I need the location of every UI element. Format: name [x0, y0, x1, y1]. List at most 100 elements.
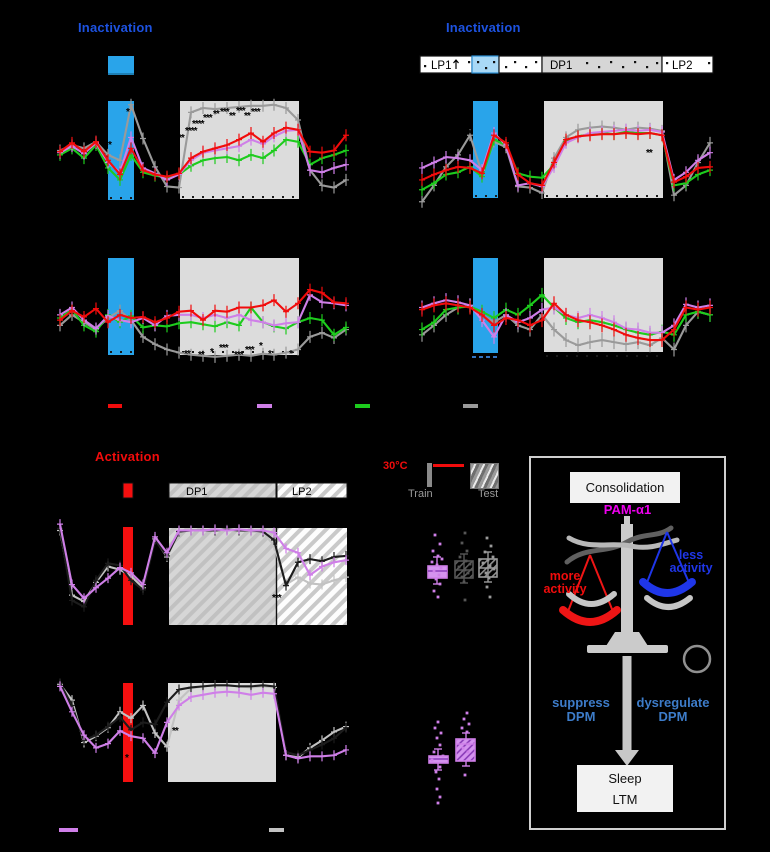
dark-box-data-point	[468, 562, 472, 566]
right-pan-blue	[639, 578, 696, 597]
gray-box-data-point	[485, 585, 489, 589]
violet-box-flat-data-point	[438, 743, 442, 747]
inactivation-right-top-blue-bar	[473, 101, 498, 198]
inactivation-left-top-significance-marker: **	[229, 111, 236, 122]
consolidation-box: Consolidation	[570, 472, 680, 503]
inactivation-left-bottom-blue-bar	[108, 258, 134, 355]
heat-period-line	[433, 464, 464, 467]
activation-top-significance-marker: ***	[272, 593, 282, 604]
violet-box-data-point	[430, 560, 434, 564]
activation-top-shaded-region	[169, 528, 276, 625]
inactivation-left-bottom-significance-marker: ***	[234, 350, 244, 361]
scale-beam-light	[566, 535, 680, 550]
violet-box-data-point	[432, 569, 436, 573]
less-activity-label: less activity	[669, 548, 713, 575]
violet-box-data-point	[436, 595, 440, 599]
inactivation-right-top-significance-marker: *	[468, 129, 472, 140]
gray-box-data-point	[488, 595, 492, 599]
violet-box-hatched-data-point	[465, 711, 469, 715]
gray-box-data-point	[489, 544, 493, 548]
right-pan-strings	[645, 531, 691, 586]
timeline-dot	[525, 66, 528, 69]
inactivation-window-key	[108, 56, 134, 75]
down-arrow-shaft	[622, 656, 632, 752]
inactivation-left-top-significance-marker: ****	[185, 126, 198, 137]
timeline-dot	[493, 61, 496, 64]
dark-box-data-point	[463, 568, 467, 572]
left-pan-gray	[566, 591, 617, 607]
training-time-arrow	[453, 59, 459, 69]
timeline-dot	[424, 65, 427, 68]
gray-box-data-point	[481, 561, 485, 565]
inactivation-left-bottom-significance-marker: *	[268, 349, 272, 360]
inactivation-left-top-significance-marker: **	[178, 133, 185, 144]
activation-top-violet-trace	[58, 523, 347, 600]
violet-box-flat-data-point	[438, 795, 442, 799]
timeline-dot	[505, 66, 508, 69]
legend-swatch-green	[355, 404, 370, 408]
legend-swatch-gray	[463, 404, 478, 408]
test-label: Test	[478, 488, 499, 500]
violet-box-data-point	[439, 566, 443, 570]
violet-box-data-point	[440, 557, 444, 561]
violet-box-flat-data-point	[437, 777, 441, 781]
inactivation-left-top-significance-marker: ***	[236, 106, 246, 117]
inactivation-left-bottom-significance-marker: *	[210, 347, 214, 358]
inactivation-left-bottom-significance-marker: ***	[219, 343, 229, 354]
scale-base-neck	[606, 632, 648, 646]
scale-base-plate	[587, 645, 668, 653]
violet-box-hatched-data-point	[460, 726, 464, 730]
violet-box-data-point	[436, 554, 440, 558]
inactivation-right-top-red-trace	[421, 132, 711, 187]
violet-box-hatched-data-point	[461, 746, 465, 750]
violet-box-flat-data-point	[439, 731, 443, 735]
timeline-dot	[598, 66, 601, 69]
inactivation-left-bottom-red-trace	[59, 288, 347, 324]
activation-bottom-significance-marker: **	[172, 726, 179, 737]
gray-box-data-point	[485, 536, 489, 540]
violet-box	[427, 565, 448, 579]
legend-swatch-red	[108, 404, 122, 408]
gray-box-data-point	[484, 571, 488, 575]
pam-alpha1-label: PAM-α1	[603, 502, 652, 517]
dark-box-data-point	[458, 555, 462, 559]
timeline-dot	[610, 61, 613, 64]
violet-box-data-point	[432, 589, 436, 593]
inactivation-left-top-red-trace	[59, 126, 347, 178]
inactivation-label-right: Inactivation	[446, 20, 521, 35]
temperature-label: 30°C	[383, 460, 408, 472]
inactivation-left-top-significance-marker: ***	[220, 107, 230, 118]
dark-box-data-point	[465, 549, 469, 553]
violet-box-flat-data-point	[436, 801, 440, 805]
activation-label: Activation	[95, 449, 160, 464]
dysregulate-dpm-label: dysregulate DPM	[636, 695, 710, 724]
timeline-dot	[535, 61, 538, 64]
timeline-dot	[468, 61, 471, 64]
activation-top-shaded-region	[277, 528, 347, 625]
inactivation-left-top-significance-marker: ***	[251, 107, 261, 118]
violet-box-data-point	[438, 582, 442, 586]
timeline-dot	[656, 62, 659, 65]
train-tick-bar	[427, 463, 432, 487]
gray-box-data-point	[487, 576, 491, 580]
timeline-dot	[514, 61, 517, 64]
violet-box-data-point	[433, 533, 437, 537]
violet-box-flat-data-point	[436, 720, 440, 724]
timeline-dot	[586, 62, 589, 65]
violet-box-flat-data-point	[432, 750, 436, 754]
violet-box-data-point	[435, 563, 439, 567]
suppress-dpm-label: suppress DPM	[552, 695, 610, 724]
dark-box-data-point	[462, 580, 466, 584]
activation-bottom-shaded-region	[168, 683, 276, 782]
left-pan-red	[559, 606, 621, 626]
violet-box-flat-data-point	[430, 758, 434, 762]
gray-box-data-point	[492, 567, 496, 571]
violet-box-hatched-data-point	[466, 750, 470, 754]
gray-box-data-point	[491, 555, 495, 559]
violet-box-flat-data-point	[433, 726, 437, 730]
timeline-dot	[646, 66, 649, 69]
violet-box-hatched-data-point	[467, 742, 471, 746]
timeline-dot	[485, 67, 488, 70]
right-pan-gray	[644, 595, 693, 610]
inactivation-left-bottom-significance-marker: *	[259, 341, 263, 352]
